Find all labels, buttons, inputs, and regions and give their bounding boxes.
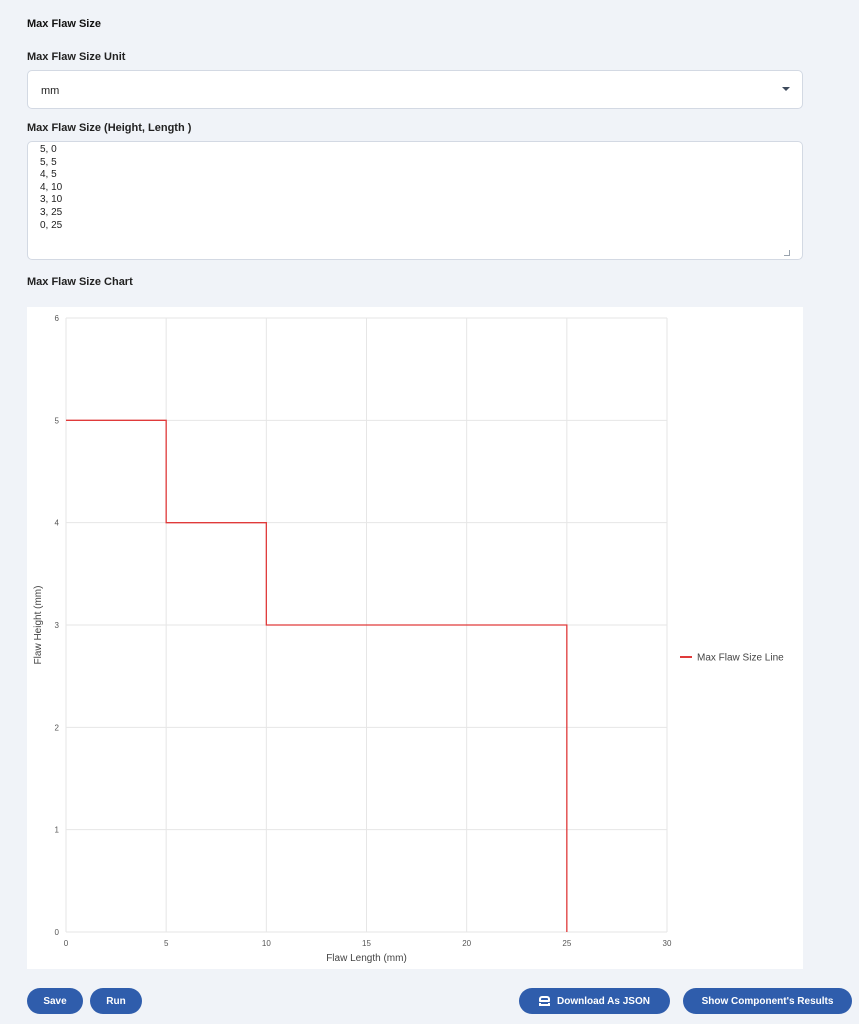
x-tick-label: 30 (663, 939, 672, 948)
series-line-0 (66, 419, 568, 932)
x-tick-label: 10 (262, 939, 271, 948)
resize-grip-icon[interactable] (784, 250, 790, 256)
y-tick-label: 0 (55, 928, 60, 937)
y-tick-label: 4 (55, 519, 60, 528)
x-tick-label: 5 (164, 939, 169, 948)
size-textarea-line: 5, 5 (40, 156, 57, 168)
max-flaw-size-chart: 0 5 10 15 20 25 30 0 1 2 3 4 5 6 Flaw Length (mm) Flaw … (33, 314, 784, 964)
y-tick-label: 2 (55, 723, 60, 732)
size-textarea-line: 4, 5 (40, 169, 57, 181)
download-icon (539, 996, 550, 1006)
y-tick-label: 3 (55, 621, 60, 630)
chart-section-title: Max Flaw Size Chart (27, 276, 133, 288)
size-textarea-line: 4, 10 (40, 181, 63, 193)
size-textarea-line: 5, 0 (40, 144, 57, 155)
unit-select-value: mm (41, 85, 60, 97)
unit-select[interactable]: mm (27, 70, 803, 109)
x-tick-label: 15 (362, 939, 371, 948)
download-json-button[interactable]: Download As JSON (519, 988, 670, 1014)
size-textarea-line: 3, 25 (40, 206, 63, 218)
x-axis-label: Flaw Length (mm) (326, 953, 407, 964)
chart-panel: 0 5 10 15 20 25 30 0 1 2 3 4 5 6 Flaw Length (mm) Flaw … (27, 307, 803, 969)
show-results-button[interactable]: Show Component's Results (683, 988, 852, 1014)
save-button[interactable]: Save (27, 988, 83, 1014)
caret-down-icon (782, 87, 790, 91)
legend-label: Max Flaw Size Line (697, 653, 784, 664)
download-json-label: Download As JSON (557, 995, 650, 1007)
x-tick-label: 0 (64, 939, 69, 948)
y-tick-label: 6 (55, 314, 60, 323)
y-tick-label: 1 (55, 826, 60, 835)
size-textarea-line: 3, 10 (40, 194, 63, 206)
x-tick-label: 25 (562, 939, 571, 948)
y-tick-label: 5 (55, 416, 60, 425)
size-textarea[interactable]: 5, 0 5, 5 4, 5 4, 10 3, 10 3, 25 0, 25 (27, 141, 803, 260)
unit-field-label: Max Flaw Size Unit (27, 51, 126, 63)
size-textarea-line: 0, 25 (40, 219, 63, 231)
size-field-label: Max Flaw Size (Height, Length ) (27, 122, 192, 134)
run-button[interactable]: Run (90, 988, 142, 1014)
section-title: Max Flaw Size (27, 18, 101, 30)
x-tick-label: 20 (462, 939, 471, 948)
y-axis-label: Flaw Height (mm) (33, 586, 44, 665)
